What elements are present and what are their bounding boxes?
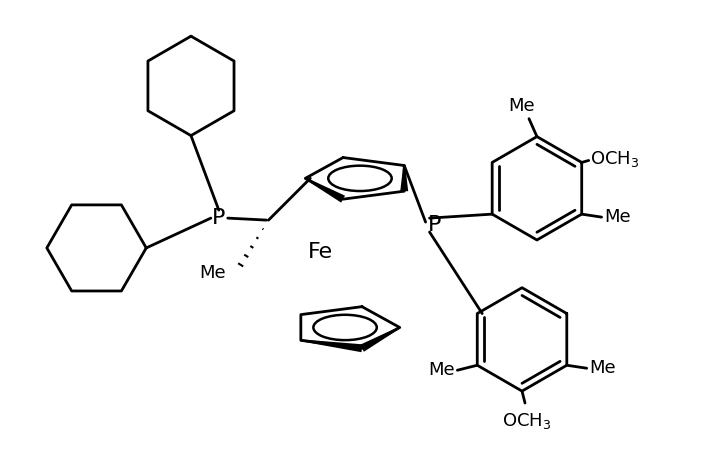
- Text: Me: Me: [199, 264, 226, 282]
- Text: P: P: [428, 215, 441, 235]
- Text: Me: Me: [605, 208, 631, 226]
- Polygon shape: [401, 165, 408, 191]
- Text: OCH$_3$: OCH$_3$: [502, 411, 552, 431]
- Text: Me: Me: [590, 359, 616, 377]
- Text: Me: Me: [508, 97, 536, 115]
- Text: OCH$_3$: OCH$_3$: [590, 149, 639, 170]
- Text: P: P: [212, 208, 226, 228]
- Polygon shape: [305, 177, 345, 202]
- Polygon shape: [301, 339, 363, 352]
- Text: Fe: Fe: [308, 242, 333, 262]
- Text: Me: Me: [428, 361, 454, 379]
- Polygon shape: [360, 327, 401, 352]
